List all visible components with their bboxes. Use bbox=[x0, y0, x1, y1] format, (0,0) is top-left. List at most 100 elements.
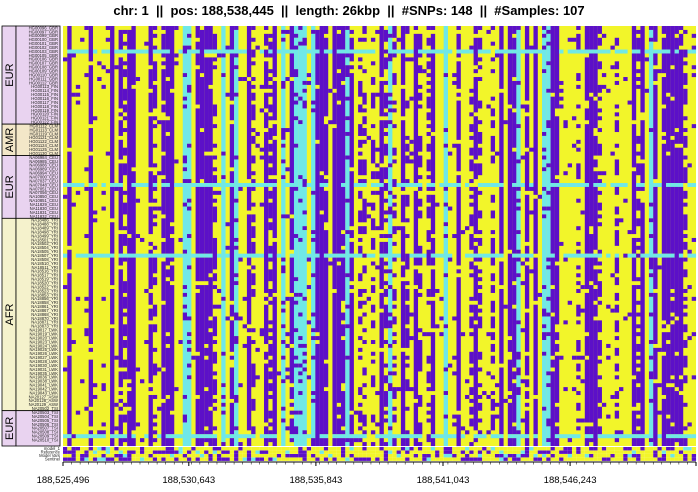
genotype-cell bbox=[554, 438, 560, 447]
genotype-cell bbox=[204, 49, 209, 54]
genotype-cell bbox=[439, 316, 444, 321]
genotype-cell bbox=[542, 351, 547, 356]
sample-label: NA19038_LWK bbox=[29, 379, 58, 384]
genotype-cell bbox=[529, 186, 534, 191]
genotype-cell bbox=[520, 49, 525, 54]
genotype-cell bbox=[161, 120, 166, 152]
track-cell bbox=[533, 454, 538, 458]
genotype-cell bbox=[452, 355, 457, 360]
sample-label: NA18867_YRI bbox=[31, 308, 58, 313]
genotype-cell bbox=[670, 379, 675, 384]
genotype-cell bbox=[358, 245, 363, 254]
genotype-cell bbox=[456, 33, 461, 50]
genotype-cell bbox=[199, 29, 205, 74]
genotype-cell bbox=[302, 300, 307, 344]
track-cell bbox=[97, 447, 102, 451]
genotype-cell bbox=[238, 49, 243, 54]
genotype-cell bbox=[259, 147, 265, 152]
genotype-cell bbox=[67, 355, 72, 435]
genotype-cell bbox=[293, 100, 299, 105]
sample-label: HG00119_FIN bbox=[31, 108, 58, 113]
genotype-cell bbox=[195, 41, 200, 50]
genotype-cell bbox=[546, 332, 551, 337]
genotype-cell bbox=[88, 128, 93, 152]
genotype-cell bbox=[465, 183, 470, 187]
track-cell bbox=[259, 450, 265, 454]
track-cell bbox=[88, 454, 93, 458]
genotype-cell bbox=[182, 249, 188, 254]
genotype-cell bbox=[452, 143, 457, 148]
genotype-cell bbox=[601, 402, 607, 407]
track-label: Model Vars bbox=[39, 453, 60, 458]
genotype-cell bbox=[674, 131, 679, 144]
genotype-cell bbox=[670, 139, 675, 184]
track-cell bbox=[529, 450, 534, 454]
genotype-cell bbox=[251, 37, 256, 42]
genotype-cell bbox=[298, 363, 303, 368]
genotype-cell bbox=[631, 124, 637, 168]
genotype-cell bbox=[345, 65, 350, 78]
genotype-cell bbox=[118, 434, 123, 439]
track-cell bbox=[349, 457, 354, 461]
genotype-cell bbox=[311, 29, 316, 34]
track-cell bbox=[63, 457, 68, 461]
genotype-cell bbox=[683, 73, 688, 85]
genotype-cell bbox=[293, 45, 299, 50]
sample-label: NA18504_YRI bbox=[31, 245, 58, 250]
genotype-cell bbox=[452, 414, 457, 419]
x-tick-label: 188,535,843 bbox=[289, 475, 342, 486]
track-cell bbox=[139, 450, 145, 454]
genotype-cell bbox=[546, 29, 551, 34]
genotype-cell bbox=[127, 49, 132, 54]
genotype-cell bbox=[152, 206, 158, 211]
genotype-cell bbox=[281, 261, 286, 266]
genotype-cell bbox=[490, 69, 496, 74]
genotype-cell bbox=[683, 234, 688, 239]
genotype-cell bbox=[358, 273, 363, 282]
genotype-cell bbox=[516, 277, 521, 321]
genotype-cell bbox=[571, 355, 577, 360]
genotype-cell bbox=[148, 171, 153, 203]
track-cell bbox=[614, 447, 620, 451]
genotype-cell bbox=[631, 379, 637, 407]
genotype-cell bbox=[302, 210, 307, 215]
genotype-cell bbox=[208, 277, 213, 317]
genotype-cell bbox=[88, 26, 93, 62]
sample-label: NA18523_YRI bbox=[31, 288, 58, 293]
genotype-cell bbox=[576, 375, 581, 380]
genotype-cell bbox=[619, 430, 624, 435]
genotype-cell bbox=[379, 312, 384, 348]
track-cell bbox=[375, 454, 380, 458]
genotype-cell bbox=[122, 438, 128, 443]
genotype-cell bbox=[323, 183, 329, 187]
genotype-cell bbox=[281, 422, 286, 447]
track-cell bbox=[422, 454, 427, 458]
genotype-cell bbox=[216, 183, 222, 187]
genotype-cell bbox=[336, 257, 342, 262]
genotype-cell bbox=[388, 391, 393, 427]
genotype-cell bbox=[302, 371, 307, 431]
genotype-cell bbox=[512, 186, 517, 254]
track-cell bbox=[631, 454, 637, 458]
genotype-cell bbox=[559, 241, 564, 246]
genotype-cell bbox=[285, 375, 290, 380]
genotype-cell bbox=[152, 438, 158, 443]
genotype-cell bbox=[597, 281, 602, 297]
sample-label: NA19024_LWK bbox=[29, 343, 58, 348]
genotype-cell bbox=[512, 253, 517, 258]
genotype-cell bbox=[221, 410, 226, 415]
group-label-panel bbox=[15, 217, 61, 412]
genotype-cell bbox=[477, 131, 483, 144]
genotype-cell bbox=[546, 45, 551, 62]
genotype-cell bbox=[63, 434, 68, 439]
genotype-cell bbox=[636, 355, 641, 360]
genotype-cell bbox=[648, 355, 654, 360]
genotype-cell bbox=[661, 253, 667, 258]
track-cell bbox=[674, 450, 679, 454]
genotype-cell bbox=[285, 296, 290, 301]
genotype-cell bbox=[75, 410, 81, 415]
genotype-cell bbox=[311, 328, 316, 333]
genotype-cell bbox=[221, 175, 226, 180]
genotype-cell bbox=[597, 96, 602, 101]
genotype-cell bbox=[75, 100, 81, 105]
